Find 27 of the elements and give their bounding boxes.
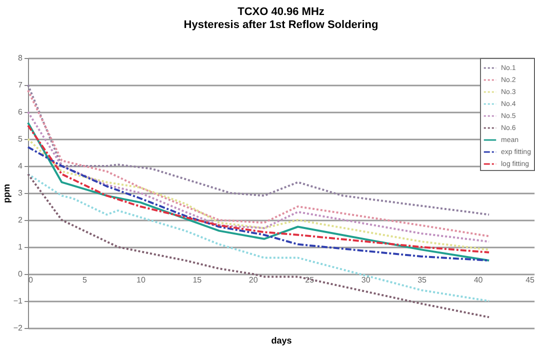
line-series (27, 111, 490, 243)
x-axis-title: days (271, 336, 292, 346)
y-tick-label: 2 (18, 216, 24, 224)
y-tick-label: 4 (18, 162, 24, 170)
y-tick-label: 5 (18, 134, 24, 144)
x-tick-label: 20 (248, 276, 258, 284)
y-tick-label: 6 (18, 108, 24, 116)
line-series (27, 84, 490, 216)
x-tick-label: 45 (526, 276, 535, 284)
x-tick-label: 40 (474, 276, 484, 284)
y-tick-label: 8 (18, 54, 24, 62)
x-tick-label: 10 (136, 276, 146, 284)
x-tick-label: 35 (418, 276, 428, 284)
y-axis-title: ppm (1, 184, 12, 203)
y-tick-label: −2 (13, 324, 24, 332)
y-tick-label: 7 (18, 80, 24, 90)
x-tick-label: 15 (192, 276, 202, 284)
chart-subtitle: Hysteresis after 1st Reflow Soldering (184, 19, 378, 31)
chart-title: TCXO 40.96 MHz (238, 6, 325, 18)
line-series (27, 89, 490, 238)
x-tick-label: 30 (361, 276, 371, 284)
x-tick-label: 5 (82, 276, 88, 284)
y-tick-label: 3 (18, 188, 24, 198)
y-tick-label: 1 (18, 242, 24, 252)
y-tick-label: 0 (18, 270, 24, 278)
y-tick-label: −1 (13, 296, 24, 306)
x-tick-label: 0 (28, 276, 34, 284)
